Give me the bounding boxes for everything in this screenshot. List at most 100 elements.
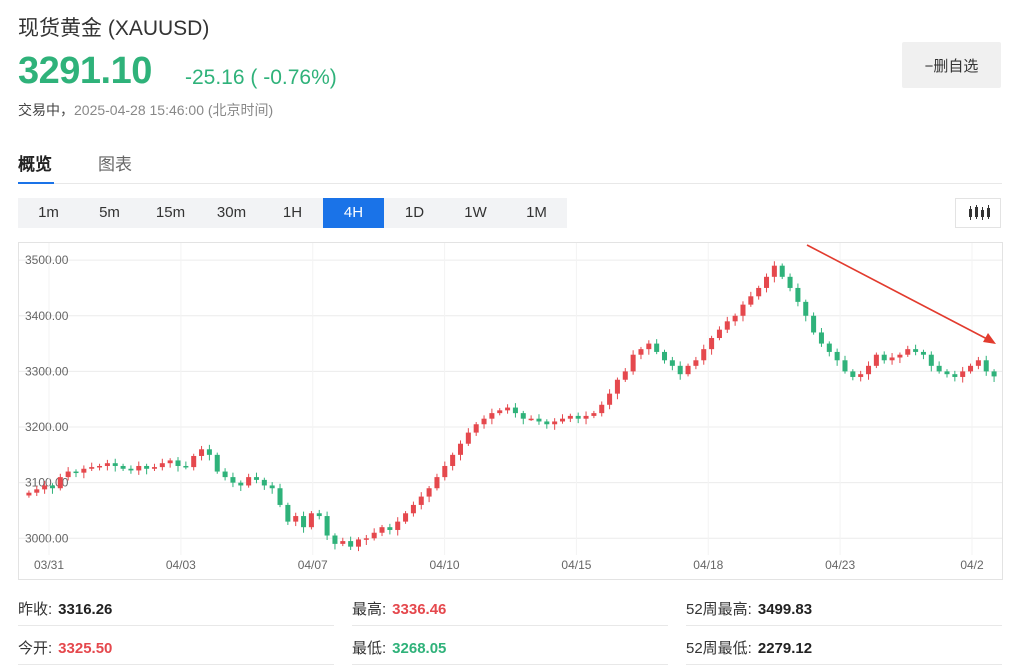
candle-body [348, 541, 354, 547]
status-label: 交易中， [18, 102, 74, 118]
active-tab-underline [18, 182, 54, 184]
candle-body [355, 539, 361, 547]
x-tick-label: 03/31 [34, 558, 64, 572]
candle-body [928, 354, 934, 366]
candle-body [403, 513, 409, 522]
period-selector: 1m 5m 15m 30m 1H 4H 1D 1W 1M [18, 198, 567, 228]
candle-body [371, 532, 377, 539]
candle-body [669, 360, 675, 366]
candle-body [285, 504, 291, 522]
candle-body [191, 455, 197, 468]
candle-body [764, 276, 770, 288]
tab-overview[interactable]: 概览 [18, 155, 52, 174]
period-4h[interactable]: 4H [323, 198, 384, 228]
stat-label: 52周最低: [686, 640, 752, 657]
candle-body [167, 460, 173, 464]
stat-label: 今开: [18, 640, 53, 657]
candle-body [662, 351, 668, 361]
candle-body [136, 465, 142, 471]
period-1d[interactable]: 1D [404, 204, 425, 221]
candle-body [709, 338, 715, 350]
candle-body [57, 477, 63, 489]
candle-body [756, 287, 762, 297]
candle-body [481, 418, 487, 425]
candle-body [34, 489, 40, 493]
candle-body [842, 360, 848, 372]
candle-body [89, 467, 95, 469]
x-tick-label: 04/2 [960, 558, 984, 572]
trend-arrow-head [983, 333, 996, 344]
candle-body [97, 465, 103, 468]
period-1h[interactable]: 1H [282, 204, 303, 221]
candle-body [418, 496, 424, 505]
candle-body [277, 488, 283, 505]
stat-value: 3499.83 [757, 601, 813, 618]
period-1m[interactable]: 1m [38, 204, 59, 221]
candle-body [497, 410, 503, 414]
candle-body [701, 349, 707, 361]
candle-body [316, 513, 322, 517]
candle-body [363, 538, 369, 540]
candle-body [324, 516, 330, 536]
candle-body [638, 349, 644, 355]
period-5m[interactable]: 5m [99, 204, 120, 221]
candle-body [426, 488, 432, 497]
candle-body [724, 321, 730, 330]
candle-body [583, 415, 589, 419]
candle-body [261, 479, 267, 486]
candle-body [128, 468, 134, 471]
y-tick-label: 3300.00 [25, 364, 69, 378]
period-1M[interactable]: 1M [526, 204, 547, 221]
candle-body [120, 465, 126, 469]
y-tick-label: 3400.00 [25, 309, 69, 323]
row-divider [686, 664, 1002, 665]
candle-body [748, 296, 754, 305]
candle-body [104, 463, 110, 466]
candle-body [803, 301, 809, 316]
status-timezone: (北京时间) [207, 102, 274, 118]
candle-body [230, 477, 236, 483]
candle-body [293, 516, 299, 522]
candle-body [42, 485, 48, 490]
chart-type-button[interactable] [955, 198, 1001, 228]
candle-body [811, 315, 817, 333]
candle-body [818, 332, 824, 344]
candle-body [73, 471, 79, 474]
candle-body [897, 354, 903, 358]
candle-body [991, 371, 997, 377]
stat-value: 3325.50 [58, 640, 113, 657]
candle-body [442, 465, 448, 478]
candle-body [512, 407, 518, 414]
candle-body [457, 443, 464, 455]
stat-high: 最高: 3336.46 [352, 598, 446, 632]
price-chart[interactable]: 3500.00 3400.00 3300.00 3200.00 3100.00 3000.… [18, 242, 1003, 580]
candle-body [607, 393, 613, 405]
candle-body [159, 463, 165, 468]
candle-body [308, 513, 314, 528]
candle-body [591, 413, 597, 416]
tab-chart[interactable]: 图表 [98, 155, 132, 174]
stat-low: 最低: 3268.05 [352, 637, 446, 667]
period-1w[interactable]: 1W [464, 204, 487, 221]
candle-body [889, 357, 895, 361]
candle-body [905, 349, 911, 355]
row-divider [18, 664, 334, 665]
trading-status: 交易中，2025-04-28 15:46:00 (北京时间) [18, 100, 273, 120]
remove-watchlist-button[interactable]: −删自选 [902, 42, 1001, 88]
candle-body [858, 374, 864, 377]
candle-body [913, 349, 919, 352]
candle-body [881, 354, 887, 361]
candle-body [489, 413, 495, 419]
y-tick-label: 3500.00 [25, 253, 69, 267]
period-30m[interactable]: 30m [216, 204, 247, 221]
stat-52w-high: 52周最高: 3499.83 [686, 598, 812, 632]
candle-body [740, 304, 746, 316]
y-tick-label: 3200.00 [25, 420, 69, 434]
x-tick-label: 04/03 [166, 558, 196, 572]
row-divider [352, 625, 668, 626]
stat-label: 最低: [352, 640, 387, 657]
candle-body [222, 471, 228, 478]
current-price: 3291.10 [18, 50, 152, 92]
x-tick-label: 04/07 [298, 558, 328, 572]
period-15m[interactable]: 15m [155, 204, 186, 221]
